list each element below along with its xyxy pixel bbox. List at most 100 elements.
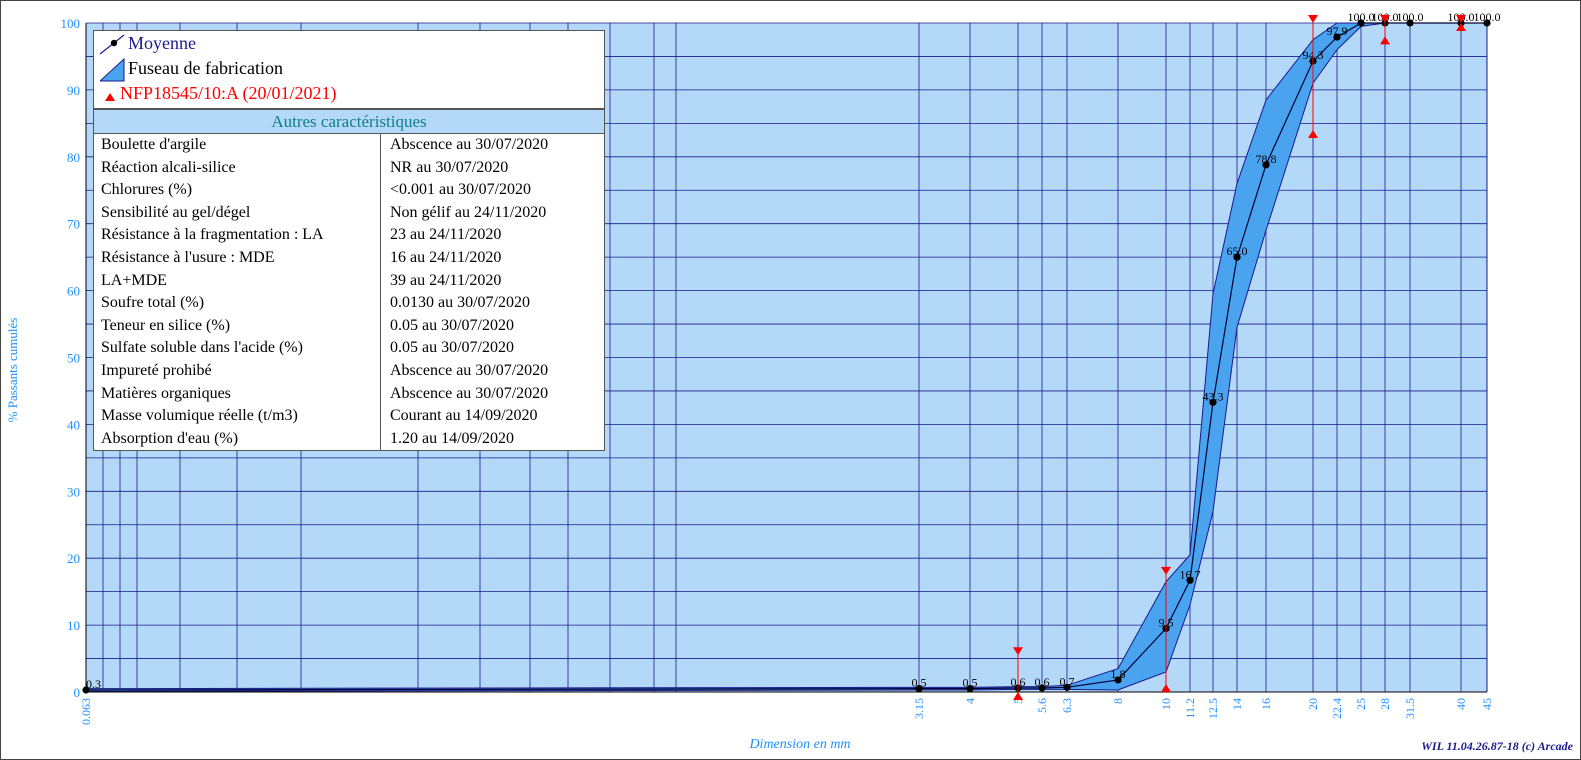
legend: Moyenne Fuseau de fabrication NFP18545/1…: [93, 30, 605, 109]
row-label: Absorption d'eau (%): [101, 429, 239, 447]
row-label: LA+MDE: [101, 271, 167, 289]
mean-point: [1063, 683, 1071, 691]
row-value: Non gélif au 24/11/2020: [390, 203, 547, 221]
row-value: 39 au 24/11/2020: [390, 271, 502, 289]
x-tick-label: 12.5: [1206, 698, 1220, 719]
row-value: 23 au 24/11/2020: [390, 226, 502, 244]
y-tick-label: 10: [67, 618, 80, 633]
mean-data-label: 43.3: [1203, 389, 1224, 403]
row-value: 0.0130 au 30/07/2020: [390, 294, 530, 312]
row-label: Masse volumique réelle (t/m3): [101, 407, 298, 425]
mean-data-label: 0.3: [86, 677, 101, 691]
mean-data-label: 0.7: [1060, 674, 1075, 688]
x-tick-label: 14: [1230, 698, 1244, 710]
y-tick-label: 0: [74, 685, 81, 700]
row-label: Chlorures (%): [101, 181, 193, 199]
x-tick-label: 8: [1111, 698, 1125, 704]
row-value: Courant au 14/09/2020: [390, 407, 538, 425]
x-tick-label: 6.3: [1060, 698, 1074, 713]
column-divider: [380, 134, 381, 451]
x-tick-label: 20: [1306, 698, 1320, 710]
table-row: Matières organiques Abscence au 30/07/202…: [94, 383, 604, 406]
row-label: Soufre total (%): [101, 294, 205, 312]
legend-mean-label: Moyenne: [128, 33, 196, 53]
x-axis-label: Dimension en mm: [749, 737, 851, 752]
mean-data-label: 97.9: [1327, 24, 1348, 38]
mean-data-label: 100.0: [1474, 10, 1501, 24]
y-tick-label: 70: [67, 217, 80, 232]
table-row: Masse volumique réelle (t/m3) Courant au …: [94, 405, 604, 428]
table-row: Impureté prohibé Abscence au 30/07/2020: [94, 360, 604, 383]
x-tick-label: 5: [1011, 698, 1025, 704]
mean-data-label: 16.7: [1180, 567, 1201, 581]
table-row: Teneur en silice (%) 0.05 au 30/07/2020: [94, 315, 604, 338]
x-tick-label: 40: [1454, 698, 1468, 710]
triangle-marker-icon: [105, 93, 115, 101]
characteristics-title: Autres caractéristiques: [94, 110, 604, 134]
y-tick-label: 90: [67, 83, 80, 98]
table-row: Boulette d'argile Abscence au 30/07/2020: [94, 134, 604, 157]
characteristics-rows: Boulette d'argile Abscence au 30/07/2020 R…: [94, 134, 604, 450]
table-row: Absorption d'eau (%) 1.20 au 14/09/2020: [94, 428, 604, 451]
norm-lower-marker: [1308, 130, 1318, 139]
norm-lower-marker: [1013, 692, 1023, 700]
norm-upper-marker: [1380, 15, 1390, 23]
x-tick-label: 10: [1159, 698, 1173, 710]
table-row: LA+MDE 39 au 24/11/2020: [94, 270, 604, 293]
mean-data-label: 100.0: [1348, 10, 1375, 24]
x-tick-label: 28: [1378, 698, 1392, 710]
norm-lower-marker: [1456, 23, 1466, 31]
row-label: Boulette d'argile: [101, 136, 207, 153]
mean-data-label: 0.5: [912, 676, 927, 690]
mean-point: [1114, 676, 1122, 684]
mean-data-label: 100.0: [1397, 10, 1424, 24]
row-label: Réaction alcali-silice: [101, 158, 236, 176]
mean-point: [915, 685, 923, 693]
mean-point: [1038, 684, 1046, 692]
row-value: Abscence au 30/07/2020: [390, 136, 549, 153]
x-tick-label: 25: [1354, 698, 1368, 710]
y-tick-label: 20: [67, 551, 80, 566]
legend-norm-label: NFP18545/10:A (20/01/2021): [120, 83, 337, 103]
table-row: Chlorures (%) <0.001 au 30/07/2020: [94, 179, 604, 202]
table-row: Résistance à la fragmentation : LA 23 au …: [94, 224, 604, 247]
row-value: 16 au 24/11/2020: [390, 248, 502, 266]
row-value: Abscence au 30/07/2020: [390, 361, 549, 379]
y-tick-label: 100: [61, 16, 81, 31]
norm-lower-marker: [1380, 36, 1390, 45]
table-row: Sensibilité au gel/dégel Non gélif au 24/…: [94, 202, 604, 225]
mean-data-label: 78.8: [1256, 152, 1277, 166]
x-tick-label: 11.2: [1183, 698, 1197, 719]
row-label: Matières organiques: [101, 384, 231, 402]
table-row: Réaction alcali-silice NR au 30/07/2020: [94, 157, 604, 180]
mean-data-label: 65.0: [1227, 244, 1248, 258]
band-area-icon: [100, 58, 125, 82]
row-value: <0.001 au 30/07/2020: [390, 181, 532, 199]
mean-point: [1406, 19, 1414, 27]
row-value: 0.05 au 30/07/2020: [390, 316, 514, 334]
mean-point: [1483, 19, 1491, 27]
row-label: Teneur en silice (%): [101, 316, 231, 334]
x-tick-label: 4: [963, 698, 977, 704]
x-tick-label: 45: [1480, 698, 1494, 710]
y-tick-label: 50: [67, 351, 80, 366]
mean-point: [1233, 253, 1241, 261]
mean-point: [1186, 576, 1194, 584]
row-label: Impureté prohibé: [101, 361, 212, 379]
y-axis-label: % Passants cumulés: [5, 317, 20, 423]
x-tick-label: 5.6: [1035, 698, 1049, 713]
y-tick-label: 80: [67, 150, 80, 165]
mean-point: [966, 685, 974, 693]
x-tick-label: 22.4: [1330, 698, 1344, 719]
table-row: Sulfate soluble dans l'acide (%) 0.05 au …: [94, 337, 604, 360]
row-value: 0.05 au 30/07/2020: [390, 339, 514, 357]
mean-data-label: 0.5: [963, 676, 978, 690]
mean-data-label: 1.8: [1111, 667, 1126, 681]
mean-point: [82, 686, 90, 694]
y-tick-label: 30: [67, 484, 80, 499]
norm-upper-marker: [1013, 647, 1023, 656]
norm-upper-marker: [1456, 15, 1466, 23]
norm-upper-marker: [1308, 15, 1318, 23]
mean-point: [1209, 398, 1217, 406]
characteristics-table: Autres caractéristiques Boulette d'argil…: [93, 109, 605, 452]
